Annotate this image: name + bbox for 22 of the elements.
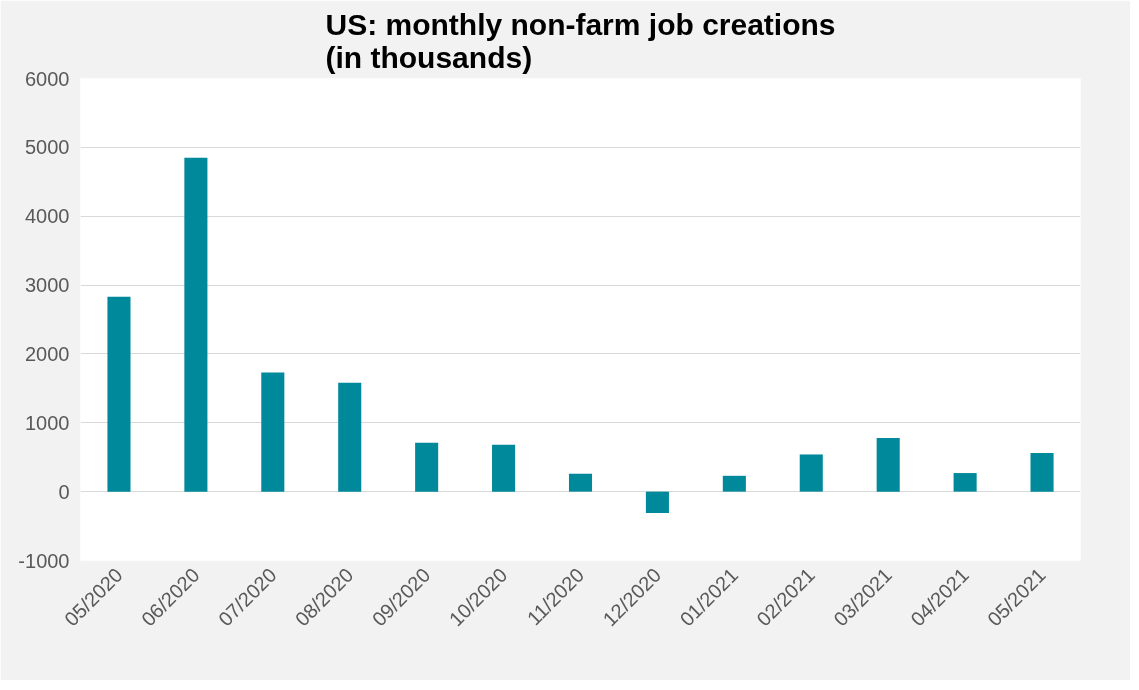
bar	[568, 473, 593, 492]
bar	[722, 475, 746, 492]
bar	[415, 442, 439, 492]
bar	[184, 157, 208, 492]
bar	[876, 437, 900, 492]
y-tick-label: -1000	[18, 549, 70, 572]
bar	[799, 454, 823, 492]
y-tick-label: 1000	[25, 411, 70, 434]
chart-title: US: monthly non-farm job creations (in thousands)	[325, 7, 836, 74]
bar	[492, 444, 516, 492]
bar	[107, 296, 131, 492]
y-tick-label: 5000	[25, 136, 70, 159]
bar	[645, 491, 669, 513]
y-tick-label: 4000	[25, 205, 70, 228]
y-tick-label: 0	[58, 480, 70, 503]
bar	[338, 382, 362, 492]
y-tick-label: 3000	[25, 274, 70, 297]
bar	[953, 473, 977, 492]
bar	[1030, 453, 1054, 492]
y-tick-label: 2000	[25, 342, 70, 365]
y-tick-label: 6000	[25, 67, 70, 90]
bar	[261, 372, 285, 492]
